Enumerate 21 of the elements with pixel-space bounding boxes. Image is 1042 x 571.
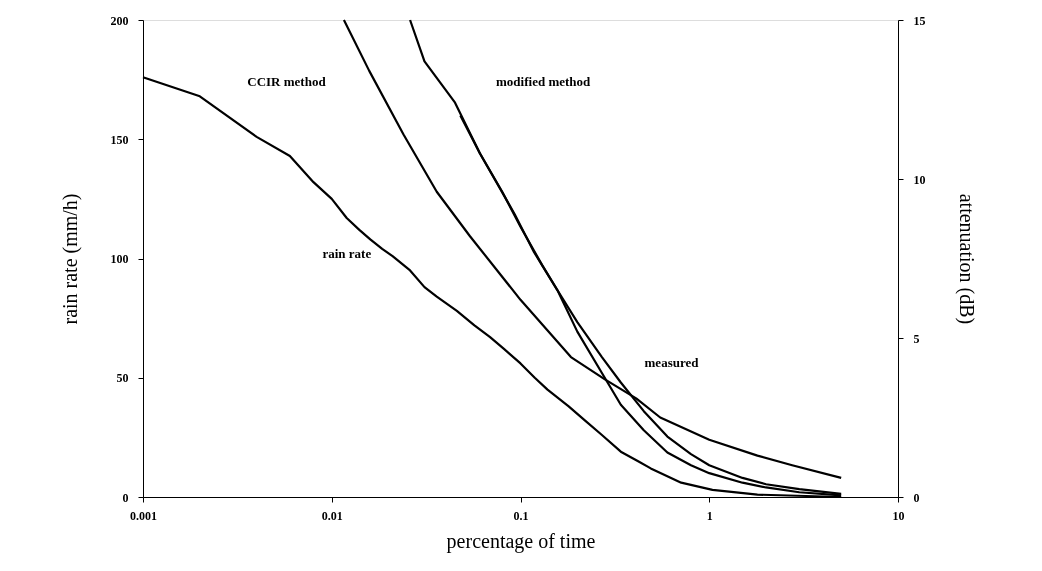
- annotation: measured: [644, 355, 700, 371]
- x-tick-label: 1: [706, 508, 713, 523]
- x-tick-label: 0.1: [513, 508, 529, 523]
- y2-tick-label: 5: [913, 331, 920, 346]
- y2-tick-label: 15: [913, 13, 926, 28]
- y2-axis-title: attenuation (dB): [954, 193, 978, 325]
- annotation: rain rate: [322, 245, 372, 261]
- y-tick-label: 0: [122, 490, 129, 505]
- y-tick-label: 50: [116, 371, 129, 386]
- y2-tick-label: 10: [913, 172, 926, 187]
- y2-tick-label: 0: [913, 490, 920, 505]
- x-tick-label: 10: [892, 508, 905, 523]
- y-axis-title: rain rate (mm/h): [58, 193, 82, 325]
- x-axis-title: percentage of time: [446, 529, 596, 553]
- annotation: CCIR method: [247, 74, 327, 90]
- y-tick-label: 200: [110, 13, 129, 28]
- y-tick-label: 150: [110, 132, 129, 147]
- y-tick-label: 100: [110, 252, 129, 266]
- x-tick-label: 0.01: [321, 508, 343, 523]
- x-tick-label: 0.001: [130, 508, 157, 523]
- annotation: modified method: [496, 74, 592, 90]
